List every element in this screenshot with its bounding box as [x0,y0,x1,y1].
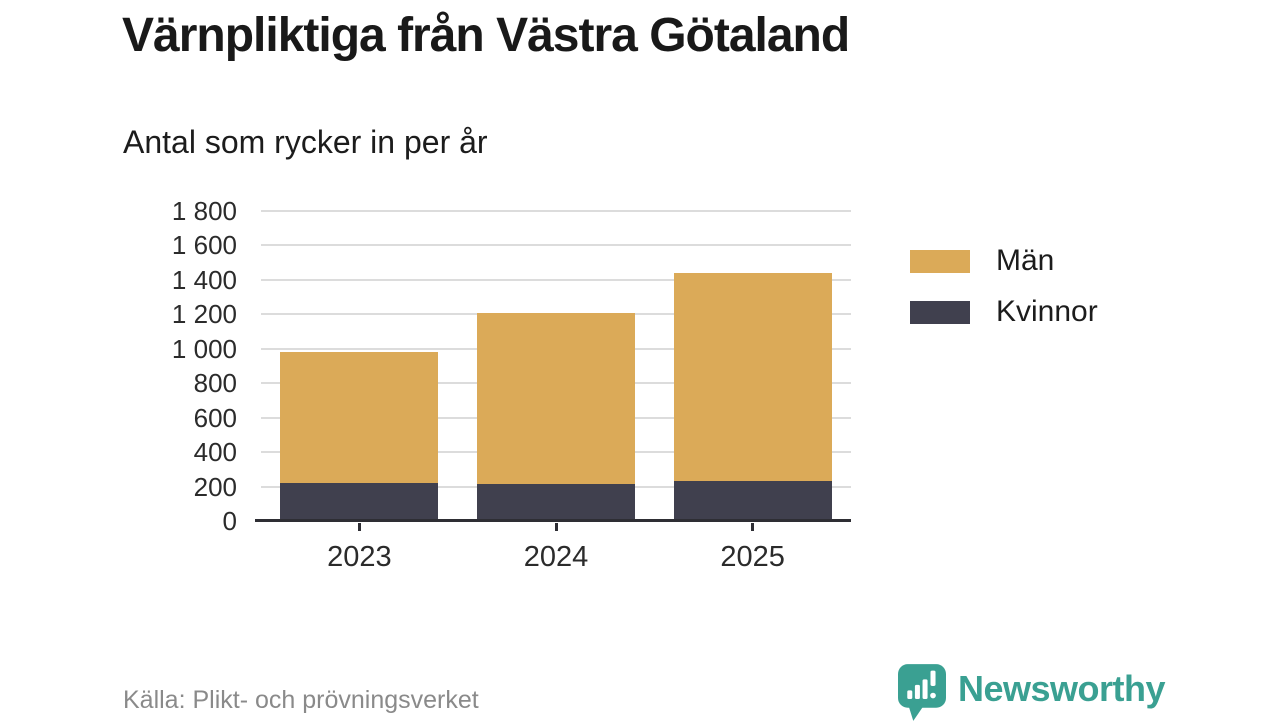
bar-segment-2023-kvinnor [280,483,439,521]
x-axis-line [255,519,851,522]
x-axis-tick-2025 [751,523,755,531]
y-axis-tick-label: 200 [193,471,237,502]
y-axis-tick-label: 1 600 [171,230,237,261]
y-axis-tick-label: 0 [222,506,237,536]
y-axis-tick-label: 400 [193,437,237,468]
bar-segment-2024-män [477,312,635,484]
x-axis-tick-2023 [357,523,361,531]
bar-segment-2024-kvinnor [477,483,635,521]
legend-item-men: Män [910,244,1098,278]
x-axis-tick-2024 [554,523,558,531]
x-axis-label-2024: 2024 [523,541,589,573]
y-axis-tick-label: 800 [193,368,237,399]
legend-label-men: Män [996,244,1055,277]
bar-segment-2025-kvinnor [673,480,832,521]
y-axis-tick-label: 600 [193,402,237,433]
legend-swatch-women [910,300,970,324]
gridline-1400 [261,278,851,281]
x-axis-label-2025: 2025 [720,541,785,573]
plot-area: 2023 2024 2025 [255,210,851,573]
legend-label-women: Kvinnor [996,295,1098,328]
y-axis-labels: 0 200 400 600 800 1 000 1 200 1 400 1 600 1 800 [97,198,237,534]
x-axis-label-2023: 2023 [327,541,392,573]
bar-segment-2023-män [280,352,439,484]
chart-title: Värnpliktiga från Västra Götaland [122,9,850,62]
newsworthy-logo: Newsworthy [898,664,1166,721]
y-axis-tick-label: 1 200 [171,299,237,330]
chart-subtitle: Antal som rycker in per år [123,124,488,160]
newsworthy-wordmark: Newsworthy [958,667,1166,709]
gridline-1600 [261,244,851,247]
legend-swatch-men [910,249,970,273]
y-axis-tick-label: 1 800 [171,196,237,226]
legend: Män Kvinnor [910,244,1098,346]
gridline-1800 [261,210,851,212]
source-text: Källa: Plikt- och prövningsverket [123,686,479,714]
bar-segment-2025-män [673,273,832,481]
y-axis-tick-label: 1 000 [171,333,237,364]
legend-item-women: Kvinnor [910,295,1098,329]
newsworthy-logo-icon [898,664,946,721]
y-axis-tick-label: 1 400 [171,264,237,295]
